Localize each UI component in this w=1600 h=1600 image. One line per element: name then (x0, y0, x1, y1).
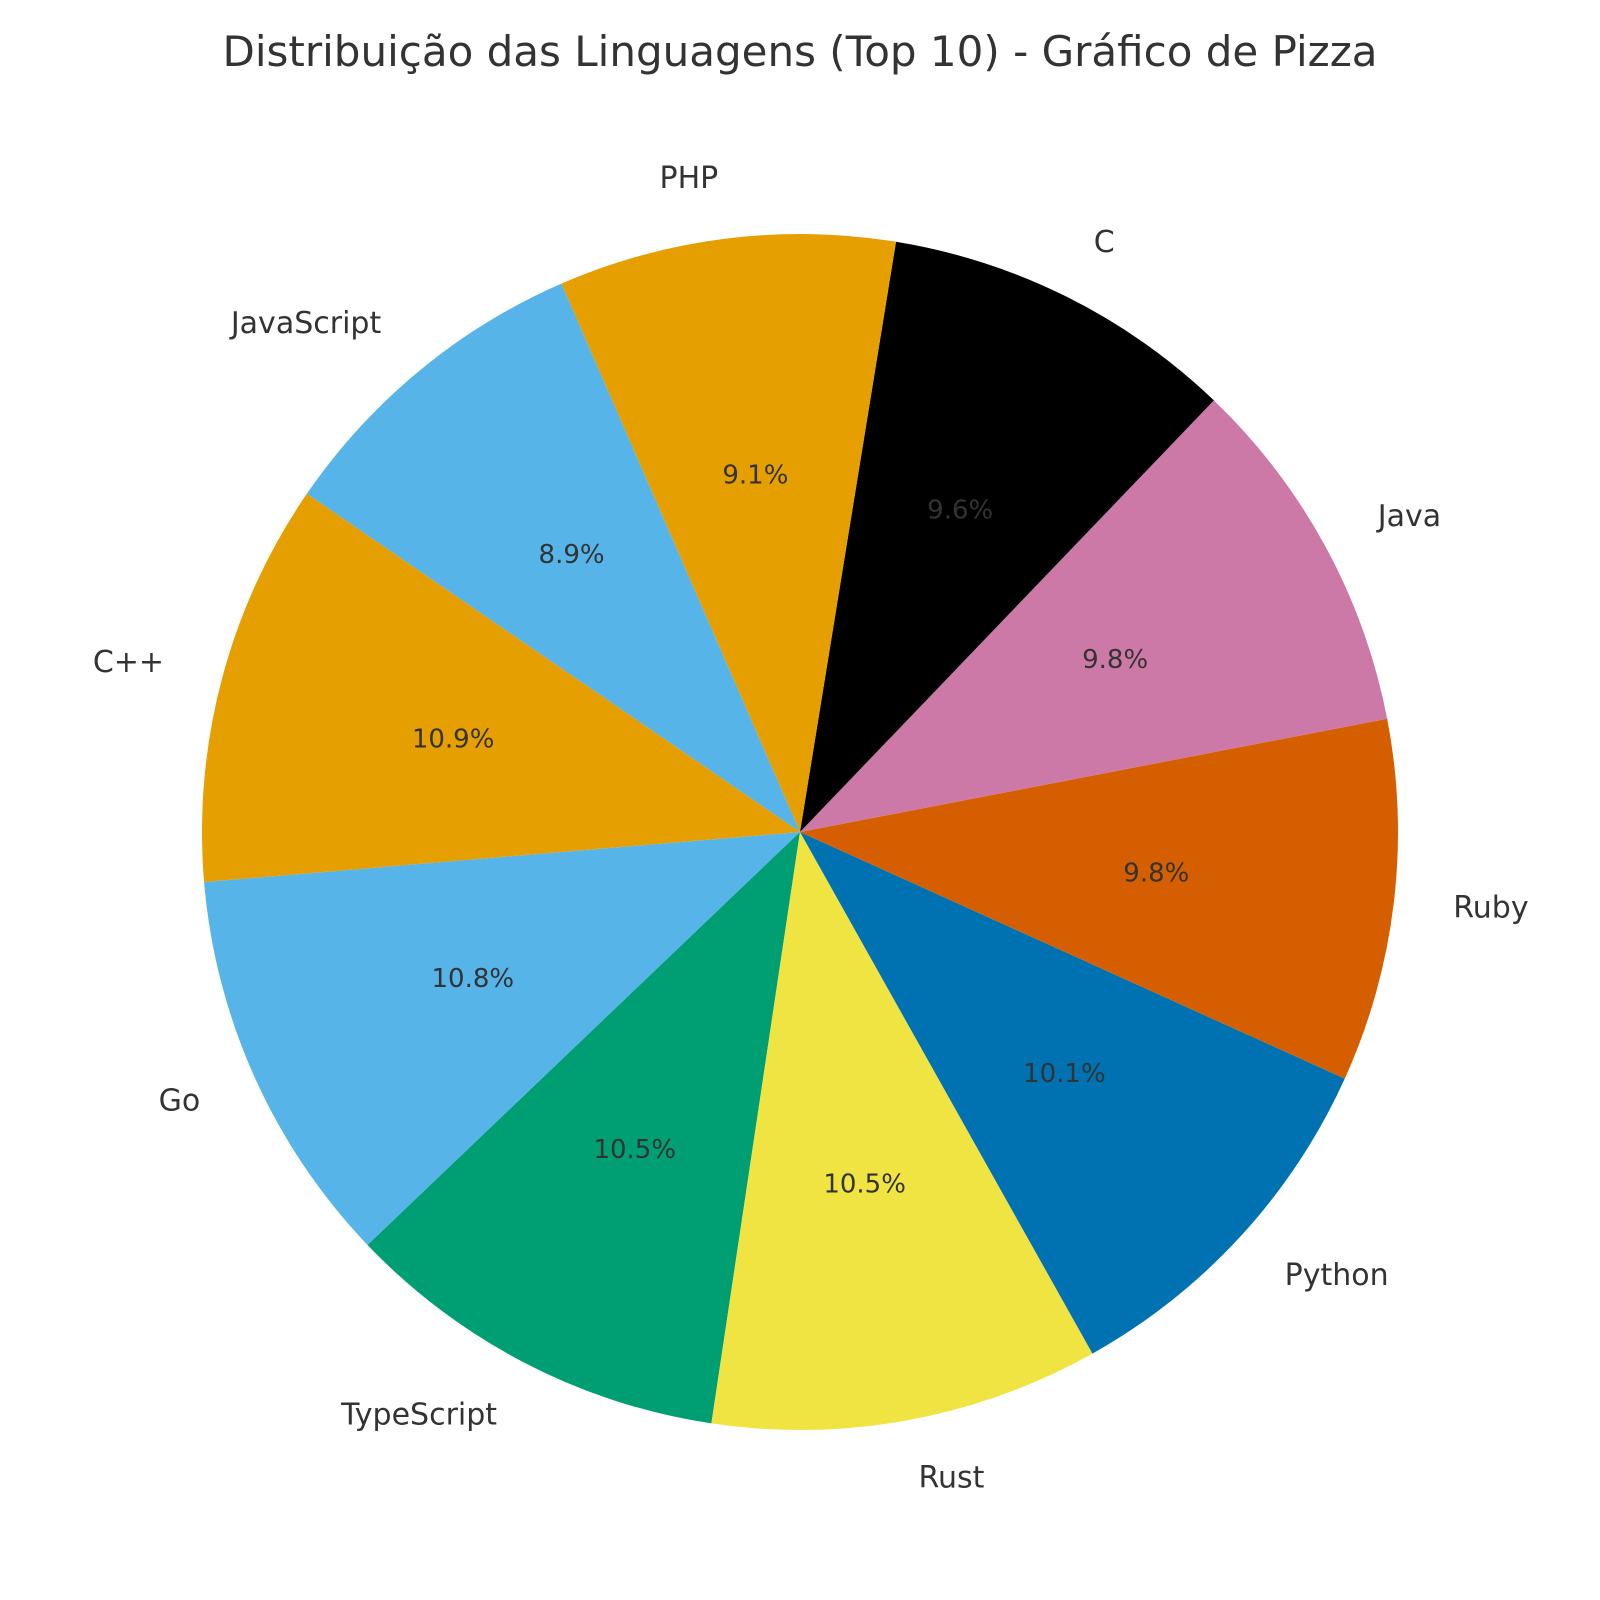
chart-title: Distribuição das Linguagens (Top 10) - G… (223, 27, 1378, 76)
pct-label-c: 9.6% (927, 495, 993, 525)
pct-label-cpp: 10.9% (412, 725, 495, 755)
pct-label-python: 10.1% (1023, 1059, 1106, 1089)
pct-label-go: 10.8% (432, 964, 515, 994)
slice-label-ruby: Ruby (1453, 890, 1528, 925)
slice-label-c: C (1094, 225, 1115, 260)
pct-label-rust: 10.5% (823, 1169, 906, 1199)
pct-label-php: 9.1% (722, 460, 788, 490)
slice-label-php: PHP (659, 161, 718, 196)
pct-label-javascript: 8.9% (539, 540, 605, 570)
pct-label-typescript: 10.5% (593, 1135, 676, 1165)
slice-label-python: Python (1285, 1258, 1389, 1293)
slice-label-typescript: TypeScript (340, 1397, 497, 1432)
slice-label-javascript: JavaScript (229, 306, 382, 341)
slice-label-go: Go (159, 1084, 201, 1119)
slice-label-rust: Rust (919, 1461, 985, 1496)
slice-label-java: Java (1376, 499, 1441, 534)
slice-label-cpp: C++ (93, 645, 164, 680)
pct-label-ruby: 9.8% (1123, 858, 1189, 888)
pie-slices (202, 234, 1398, 1430)
pct-label-java: 9.8% (1082, 645, 1148, 675)
